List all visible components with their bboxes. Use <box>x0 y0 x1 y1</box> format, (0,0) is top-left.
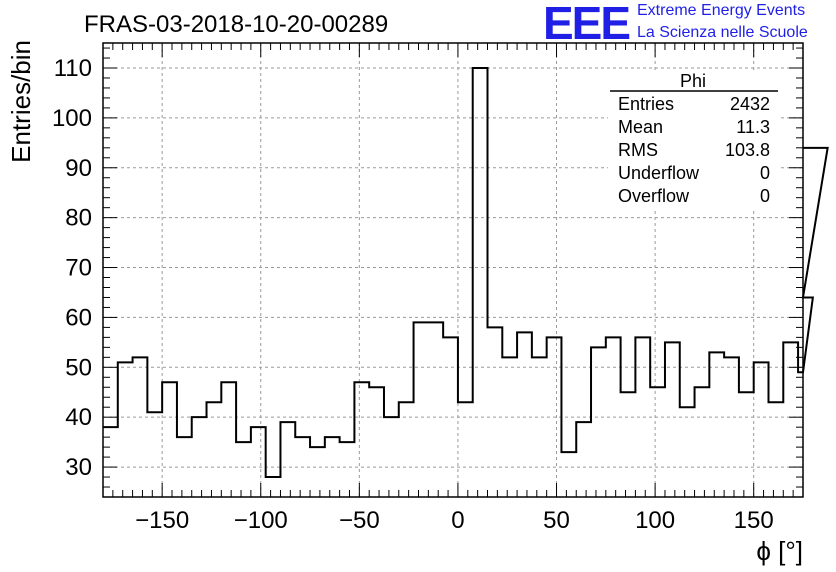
stats-value: 0 <box>760 186 770 206</box>
y-tick-label: 100 <box>52 105 92 132</box>
stats-value: 11.3 <box>736 117 770 137</box>
stats-label: Overflow <box>618 186 690 206</box>
logo-line-1: Extreme Energy Events <box>637 2 806 19</box>
stats-label: Mean <box>618 117 663 137</box>
y-tick-label: 110 <box>54 55 92 82</box>
x-tick-label: −100 <box>234 507 288 534</box>
x-tick-label: 50 <box>543 507 570 534</box>
logo-line-2: La Scienza nelle Scuole <box>637 24 808 41</box>
x-tick-label: 150 <box>734 507 774 534</box>
stats-label: RMS <box>618 140 658 160</box>
x-tick-label: −50 <box>339 507 380 534</box>
stats-box <box>608 70 778 210</box>
stats-label: Entries <box>618 94 674 114</box>
y-tick-label: 80 <box>65 205 92 232</box>
x-tick-label: 0 <box>451 507 464 534</box>
y-tick-label: 30 <box>65 454 92 481</box>
y-tick-label: 90 <box>65 155 92 182</box>
y-tick-label: 70 <box>65 255 92 282</box>
x-tick-label: −150 <box>135 507 189 534</box>
chart-title: FRAS-03-2018-10-20-00289 <box>84 11 389 38</box>
x-axis-title: ϕ [°] <box>756 536 803 566</box>
y-axis-title: Entries/bin <box>6 40 36 163</box>
stats-value: 0 <box>760 163 770 183</box>
stats-value: 103.8 <box>725 140 770 160</box>
plot-frame <box>102 42 804 498</box>
stats-label: Underflow <box>618 163 700 183</box>
stats-box-title: Phi <box>680 71 706 91</box>
y-tick-label: 60 <box>65 304 92 331</box>
y-tick-label: 40 <box>65 404 92 431</box>
eee-logo-mark: EEE <box>543 0 631 49</box>
histogram-line <box>103 67 829 479</box>
stats-value: 2432 <box>730 94 770 114</box>
y-tick-label: 50 <box>65 354 92 381</box>
x-tick-label: 100 <box>635 507 675 534</box>
